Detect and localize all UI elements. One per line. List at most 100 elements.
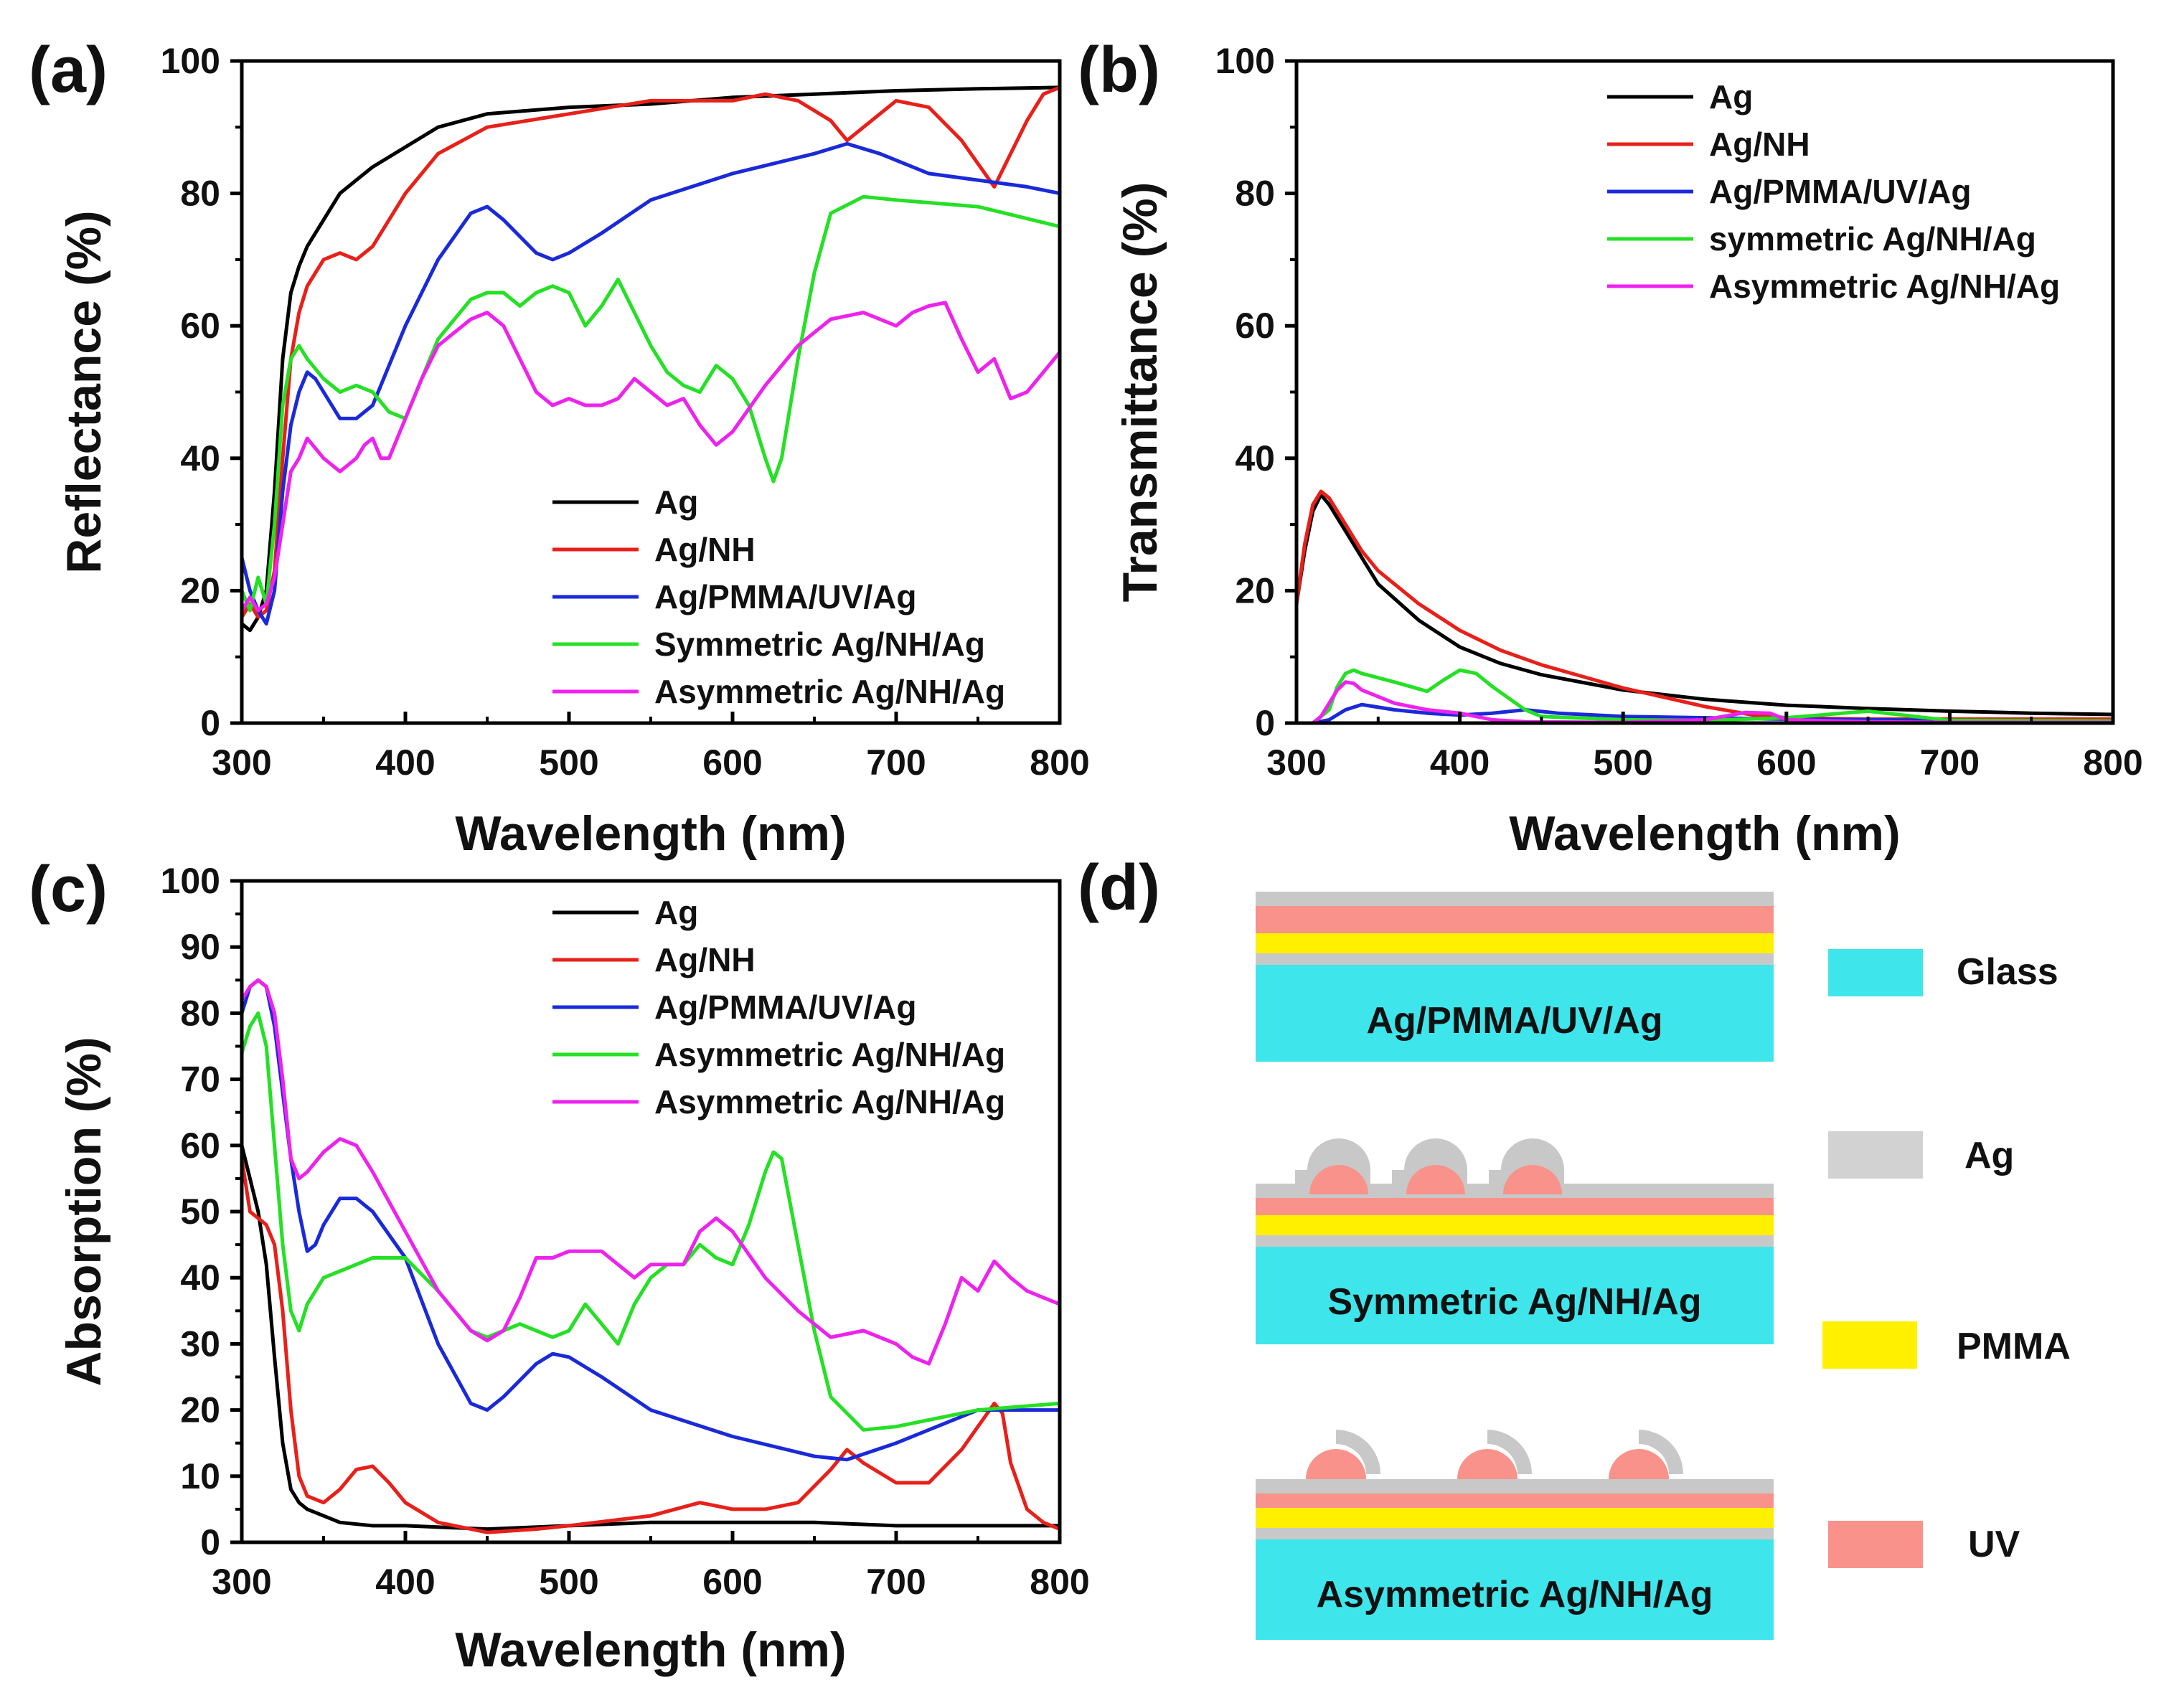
panel-b-transmittance-chart: (b) 300 400 500 600 700 800 0 20 40 60 80 100 Wavelen… (1078, 34, 2143, 861)
legend-glass: Glass (1828, 949, 2058, 996)
legend-label-3: Symmetric Ag/NH/Ag (654, 626, 985, 663)
structure-ag-pmma-uv-ag: Ag/PMMA/UV/Ag (1256, 892, 1774, 1062)
y-tick-label: 100 (161, 861, 220, 901)
y-tick-label: 0 (1255, 703, 1275, 743)
x-tick-label: 400 (1430, 742, 1490, 783)
x-tick-label: 600 (702, 1562, 762, 1602)
bottom-ag-layer (1256, 953, 1774, 965)
x-tick-label: 500 (539, 742, 598, 783)
x-axis-label: Wavelength (nm) (455, 806, 846, 861)
x-tick-label: 800 (1030, 1562, 1089, 1602)
legend-label-4: Asymmetric Ag/NH/Ag (654, 673, 1005, 710)
y-axis-label: Reflectance (%) (57, 210, 111, 573)
glass-substrate (1256, 1247, 1774, 1344)
structure-label: Symmetric Ag/NH/Ag (1327, 1281, 1701, 1323)
top-ag-layer (1256, 1138, 1774, 1198)
y-axis-label: Transmittance (%) (1113, 182, 1167, 603)
legend-ag: Ag (1828, 1131, 2014, 1179)
legend-label-2: Ag/PMMA/UV/Ag (1709, 173, 1971, 210)
series-line-1 (242, 1158, 1060, 1534)
legend-glass-label: Glass (1957, 951, 2058, 993)
x-tick-label: 700 (866, 1562, 926, 1602)
y-tick-label: 60 (180, 306, 220, 346)
structure-label: Ag/PMMA/UV/Ag (1366, 1000, 1662, 1042)
bottom-ag-layer (1256, 1528, 1774, 1539)
panel-d-schematic: (d) Ag/PMMA/UV/Ag Symmetric Ag/NH/Ag (1078, 852, 2071, 1640)
legend-uv: UV (1828, 1521, 2020, 1568)
y-tick-label: 60 (180, 1126, 220, 1166)
bottom-ag-layer (1256, 1235, 1774, 1247)
series-lines (242, 978, 1060, 1534)
y-tick-label: 100 (1215, 41, 1275, 81)
panel-label: (c) (29, 854, 108, 925)
legend-uv-label: UV (1968, 1524, 2020, 1565)
x-tick-label: 700 (1920, 742, 1980, 783)
top-ag-layer (1256, 892, 1774, 906)
x-tick-label: 500 (1593, 742, 1652, 783)
panel-label: (b) (1078, 34, 1160, 106)
y-tick-label: 50 (180, 1192, 220, 1232)
legend-label-3: Asymmetric Ag/NH/Ag (654, 1036, 1005, 1073)
legend-label-3: symmetric Ag/NH/Ag (1709, 220, 2036, 258)
pmma-swatch (1822, 1321, 1917, 1369)
series-line-3 (242, 1011, 1060, 1432)
panel-a-reflectance-chart: (a) 300 400 500 600 700 800 0 20 40 60 80 100 Wavelen… (29, 34, 1090, 861)
y-tick-label: 80 (180, 174, 220, 214)
y-tick-label: 40 (180, 1258, 220, 1298)
y-tick-label: 20 (1235, 570, 1275, 610)
glass-substrate (1256, 965, 1774, 1062)
uv-layer (1256, 1494, 1774, 1508)
y-tick-label: 90 (180, 927, 220, 967)
legend: Ag Ag/NH Ag/PMMA/UV/Ag Asymmetric Ag/NH/Ag A… (552, 894, 1005, 1120)
legend-label-0: Ag (1709, 78, 1753, 115)
legend-label-1: Ag/NH (654, 531, 756, 568)
uv-layer (1256, 906, 1774, 933)
oblique-ag-caps (1336, 1430, 1683, 1474)
structure-symmetric-ag-nh-ag: Symmetric Ag/NH/Ag (1256, 1138, 1774, 1344)
y-tick-label: 0 (200, 703, 220, 743)
series-line-1 (1297, 489, 2113, 721)
x-tick-label: 600 (1756, 742, 1816, 783)
x-tick-label: 800 (1030, 742, 1089, 783)
y-tick-label: 20 (180, 1390, 220, 1430)
panel-label: (a) (29, 34, 108, 106)
legend: Ag Ag/NH Ag/PMMA/UV/Ag Symmetric Ag/NH/Ag As… (552, 483, 1005, 710)
nanohemisphere-array (1309, 1165, 1562, 1194)
pmma-layer (1256, 1215, 1774, 1235)
y-tick-label: 0 (200, 1522, 220, 1562)
uv-layer (1256, 1198, 1774, 1215)
legend-label-0: Ag (654, 894, 698, 931)
y-tick-label: 100 (161, 41, 220, 81)
x-axis-label: Wavelength (nm) (455, 1623, 846, 1677)
ag-swatch (1828, 1131, 1923, 1179)
x-tick-label: 300 (212, 742, 271, 783)
nanohemisphere-array (1306, 1449, 1669, 1479)
y-tick-label: 30 (180, 1324, 220, 1364)
series-line-4 (242, 301, 1060, 613)
glass-substrate (1256, 1539, 1774, 1640)
y-axis-label: Absorption (%) (57, 1037, 111, 1386)
y-tick-label: 10 (180, 1456, 220, 1496)
legend-label-2: Ag/PMMA/UV/Ag (654, 989, 916, 1026)
legend-label-4: Asymmetric Ag/NH/Ag (654, 1083, 1005, 1120)
legend-pmma: PMMA (1822, 1321, 2071, 1369)
y-tick-label: 80 (180, 993, 220, 1033)
x-tick-label: 800 (2083, 742, 2142, 783)
legend: Ag Ag/NH Ag/PMMA/UV/Ag symmetric Ag/NH/Ag As… (1607, 78, 2060, 305)
uv-swatch (1828, 1521, 1923, 1568)
legend-label-2: Ag/PMMA/UV/Ag (654, 578, 916, 615)
top-ag-layer (1256, 1479, 1774, 1494)
x-tick-label: 700 (866, 742, 926, 783)
plot-frame (240, 879, 1062, 1544)
pmma-layer (1256, 1508, 1774, 1528)
legend-label-1: Ag/NH (654, 941, 756, 978)
series-line-2 (242, 141, 1060, 626)
structure-asymmetric-ag-nh-ag: Asymmetric Ag/NH/Ag (1256, 1430, 1774, 1640)
legend-ag-label: Ag (1964, 1135, 2014, 1176)
legend-label-0: Ag (654, 483, 698, 521)
legend-pmma-label: PMMA (1957, 1326, 2071, 1367)
x-tick-label: 300 (212, 1562, 271, 1602)
series-line-3 (1297, 668, 2113, 725)
x-tick-label: 300 (1266, 742, 1326, 783)
